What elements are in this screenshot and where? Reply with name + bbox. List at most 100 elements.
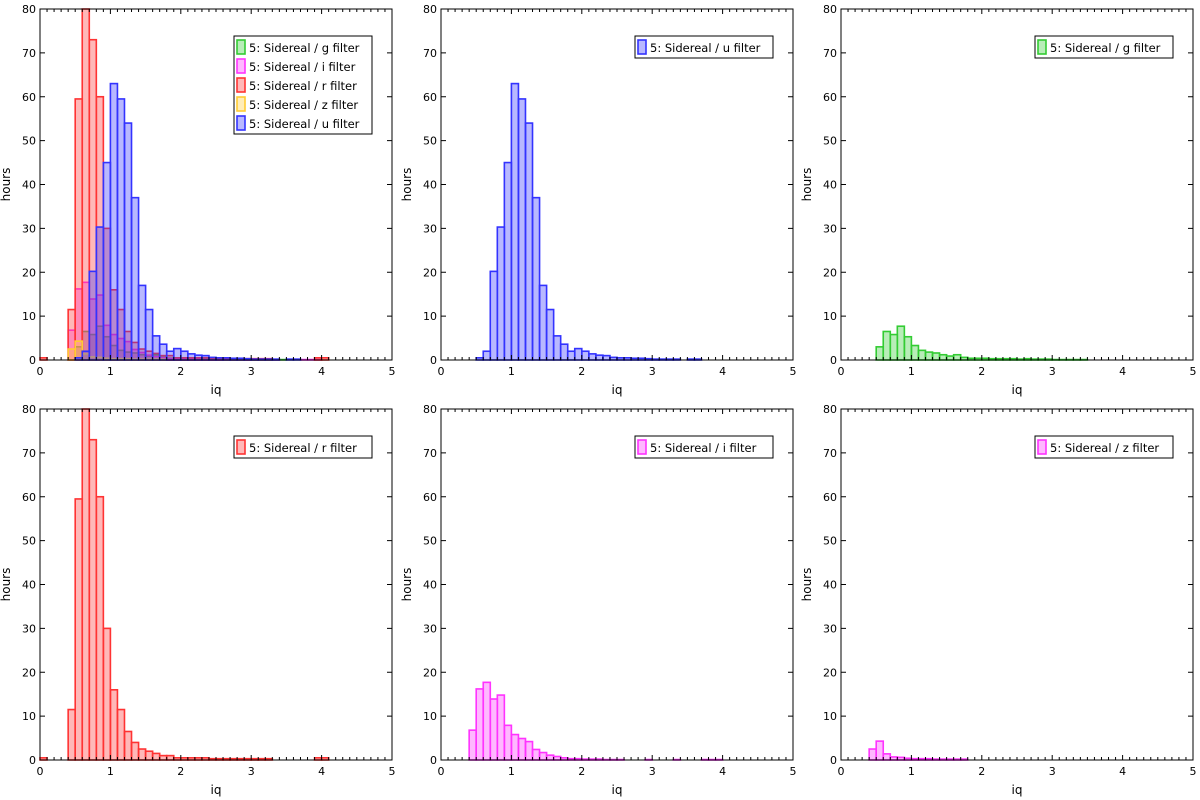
- histogram-bar: [931, 352, 941, 361]
- legend-swatch: [236, 115, 246, 131]
- y-axis-label: hours: [800, 168, 814, 202]
- x-tick-label: 0: [37, 365, 44, 378]
- histogram-bar: [95, 226, 105, 361]
- histogram-bar: [573, 347, 583, 361]
- x-axis-label: iq: [1012, 783, 1023, 797]
- histogram-bar: [545, 754, 555, 761]
- legend: 5: Sidereal / u filter: [634, 35, 774, 59]
- y-tick-label: 10: [423, 710, 437, 723]
- histogram-bar: [482, 681, 492, 761]
- plot-area: [841, 409, 1193, 760]
- y-tick-label: 30: [423, 622, 437, 635]
- y-tick-label: 10: [823, 710, 837, 723]
- legend-label: 5: Sidereal / z filter: [249, 98, 358, 112]
- legend-swatch: [236, 96, 246, 112]
- histogram-bar: [151, 335, 161, 361]
- y-tick-label: 80: [423, 3, 437, 16]
- histogram-bar: [517, 98, 527, 361]
- histogram-bar: [559, 343, 569, 361]
- y-tick-label: 0: [830, 754, 837, 767]
- y-tick-label: 30: [823, 222, 837, 235]
- histogram-bar: [165, 350, 175, 361]
- x-tick-label: 3: [1049, 365, 1056, 378]
- histogram-bar: [882, 330, 892, 361]
- x-tick-label: 2: [177, 765, 184, 778]
- histogram-bar: [151, 752, 161, 761]
- histogram-bar: [503, 724, 513, 761]
- histogram-bar: [538, 751, 548, 761]
- histogram-bar: [172, 347, 182, 361]
- y-tick-label: 70: [22, 447, 36, 460]
- y-tick-label: 10: [823, 310, 837, 323]
- y-tick-label: 20: [423, 666, 437, 679]
- histogram-bar: [144, 308, 154, 361]
- legend-swatch: [637, 39, 647, 55]
- x-tick-label: 4: [318, 365, 325, 378]
- y-tick-label: 0: [830, 354, 837, 367]
- legend-label: 5: Sidereal / r filter: [249, 79, 357, 93]
- histogram-bar: [158, 343, 168, 361]
- legend-swatch: [1037, 39, 1047, 55]
- histogram-bar: [531, 748, 541, 761]
- x-tick-label: 3: [1049, 765, 1056, 778]
- histogram-bar: [88, 438, 98, 761]
- histogram-bar: [489, 698, 499, 761]
- histogram-bar: [116, 98, 126, 361]
- histogram-bar: [109, 82, 119, 361]
- histogram-bar: [496, 694, 506, 761]
- x-tick-label: 4: [318, 765, 325, 778]
- histogram-bar: [496, 226, 506, 361]
- histogram-bar: [194, 354, 203, 361]
- y-tick-label: 40: [823, 179, 837, 192]
- histogram-bar: [945, 355, 955, 361]
- legend-label: 5: Sidereal / g filter: [1050, 41, 1161, 55]
- histogram-bar: [552, 335, 562, 361]
- histogram-bar: [588, 353, 597, 361]
- legend: 5: Sidereal / r filter: [233, 435, 373, 459]
- y-tick-label: 50: [823, 535, 837, 548]
- legend-swatch: [637, 439, 647, 455]
- y-tick-label: 10: [22, 710, 36, 723]
- y-tick-label: 0: [430, 754, 437, 767]
- x-tick-label: 5: [1190, 765, 1197, 778]
- legend-swatch: [1037, 439, 1047, 455]
- y-tick-label: 80: [823, 403, 837, 416]
- histogram-bar: [538, 284, 548, 361]
- legend-swatch: [236, 39, 246, 55]
- legend: 5: Sidereal / g filter 5: Sidereal / i fi…: [233, 35, 373, 135]
- histogram-bar: [875, 346, 885, 361]
- x-tick-label: 3: [649, 765, 656, 778]
- histogram-bar: [201, 354, 210, 361]
- x-tick-label: 5: [790, 365, 797, 378]
- x-tick-label: 1: [908, 365, 915, 378]
- histogram-bar: [137, 284, 147, 361]
- y-tick-label: 60: [423, 91, 437, 104]
- y-axis-label: hours: [400, 168, 414, 202]
- histogram-bar: [158, 754, 168, 761]
- x-tick-label: 5: [1190, 365, 1197, 378]
- histogram-bar: [468, 729, 478, 761]
- x-tick-label: 0: [838, 765, 845, 778]
- legend-label: 5: Sidereal / r filter: [249, 441, 357, 455]
- x-axis-label: iq: [1012, 383, 1023, 397]
- y-axis-label: hours: [0, 168, 13, 202]
- y-tick-label: 50: [423, 535, 437, 548]
- histogram-bar: [116, 708, 126, 761]
- y-tick-label: 50: [823, 135, 837, 148]
- histogram-bar: [187, 353, 196, 361]
- y-tick-label: 80: [423, 403, 437, 416]
- x-tick-label: 4: [1119, 365, 1126, 378]
- histogram-bar: [123, 122, 133, 361]
- x-tick-label: 5: [389, 365, 396, 378]
- histogram-bar: [74, 98, 84, 361]
- histogram-bar: [875, 740, 885, 761]
- x-tick-label: 4: [1119, 765, 1126, 778]
- y-tick-label: 40: [423, 179, 437, 192]
- series-1: [39, 408, 330, 761]
